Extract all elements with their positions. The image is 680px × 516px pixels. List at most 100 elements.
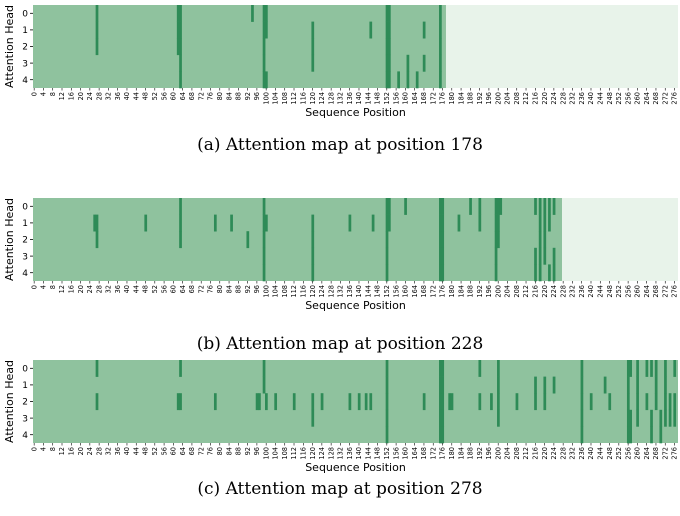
x-tick-label: 192: [476, 285, 484, 298]
heatmap-cell: [404, 198, 407, 215]
x-tick-label: 108: [281, 285, 289, 298]
heatmap-cell: [262, 376, 266, 394]
heatmap-cell: [580, 360, 584, 377]
heatmap-cell: [348, 214, 352, 232]
heatmap-cell: [543, 231, 547, 249]
heatmap-cell: [262, 247, 266, 265]
x-tick-label: 4: [40, 92, 48, 96]
heatmap-cell: [629, 409, 632, 427]
x-tick-label: 180: [448, 447, 456, 460]
x-tick-label: 248: [606, 285, 614, 298]
x-tick-label: 0: [30, 285, 38, 289]
x-tick-label: 36: [114, 92, 122, 100]
heatmap-cell: [385, 360, 389, 377]
x-tick-label: 196: [485, 92, 493, 105]
x-tick-label: 260: [634, 285, 642, 298]
heatmap-cell: [262, 198, 266, 215]
x-tick-label: 148: [374, 92, 382, 105]
heatmap-cell: [450, 393, 454, 411]
heatmap-cell: [439, 214, 442, 232]
x-tick-label: 140: [355, 447, 363, 460]
heatmap-cell: [262, 38, 266, 56]
x-tick-label: 88: [235, 92, 243, 100]
heatmap-cell: [664, 393, 667, 411]
heatmap-cell: [580, 393, 584, 411]
x-tick-label: 200: [494, 92, 502, 105]
x-tick-label: 148: [374, 447, 382, 460]
x-tick-label: 228: [559, 447, 567, 460]
x-tick-label: 64: [179, 285, 187, 293]
x-tick-label: 200: [494, 447, 502, 460]
heatmap-cell: [494, 231, 498, 249]
x-tick-label: 52: [151, 92, 159, 100]
heatmap-cell: [441, 360, 445, 377]
x-tick-label: 116: [299, 285, 307, 298]
heatmap-cell: [654, 376, 658, 394]
heatmap-cell: [580, 376, 584, 394]
heatmap-cell: [95, 21, 99, 39]
heatmap-cell: [415, 71, 419, 89]
x-tick-label: 0: [30, 447, 38, 451]
x-tick-label: 152: [383, 285, 391, 298]
x-tick-label: 248: [606, 447, 614, 460]
x-tick-label: 12: [58, 285, 66, 293]
heatmap-cell: [311, 409, 315, 427]
x-tick-label: 156: [392, 92, 400, 105]
x-tick-label: 168: [420, 92, 428, 105]
x-tick-label: 88: [235, 447, 243, 455]
x-tick-label: 276: [671, 92, 679, 105]
heatmap-cell: [538, 264, 542, 282]
heatmap-cell: [387, 71, 391, 89]
x-tick-label: 76: [207, 92, 215, 100]
x-tick-label: 56: [160, 447, 168, 455]
x-tick-label: 220: [541, 92, 549, 105]
x-tick-label: 136: [346, 447, 354, 460]
heatmap-cell: [515, 393, 519, 411]
heatmap-cell: [543, 376, 547, 394]
x-tick-label: 32: [105, 447, 113, 455]
x-tick-label: 268: [652, 285, 660, 298]
x-tick-label: 28: [95, 92, 103, 100]
x-tick-label: 244: [596, 285, 604, 298]
heatmap-cell: [497, 393, 500, 411]
heatmap-cell: [448, 393, 452, 411]
x-tick-label: 188: [467, 285, 475, 298]
heatmap-cell: [262, 264, 266, 282]
heatmap-cell: [179, 38, 182, 56]
heatmap-cell: [543, 214, 547, 232]
heatmap-cell: [369, 21, 373, 39]
x-tick-label: 160: [402, 447, 410, 460]
x-tick-label: 260: [634, 447, 642, 460]
x-tick-label: 172: [429, 92, 437, 105]
heatmap-cell: [636, 409, 639, 427]
heatmap-cell: [230, 214, 233, 232]
y-tick-label: 1: [22, 381, 28, 391]
x-tick-label: 224: [550, 285, 558, 298]
x-tick-label: 240: [587, 92, 595, 105]
x-tick-label: 92: [244, 92, 252, 100]
heatmap-cell: [387, 21, 391, 39]
heatmap-cell: [179, 54, 182, 72]
x-tick-label: 152: [383, 92, 391, 105]
x-tick-label: 240: [587, 447, 595, 460]
x-tick-label: 144: [364, 285, 372, 298]
x-tick-label: 184: [457, 447, 465, 460]
heatmap-cell: [262, 71, 266, 89]
x-tick-label: 252: [615, 285, 623, 298]
heatmap-cell: [650, 409, 653, 427]
panel-caption: (c) Attention map at position 278: [197, 479, 482, 499]
heatmap-cell: [534, 198, 537, 215]
x-tick-label: 216: [532, 92, 540, 105]
x-tick-label: 68: [188, 447, 196, 455]
x-tick-label: 136: [346, 285, 354, 298]
heatmap-cell: [543, 393, 547, 411]
x-tick-label: 44: [132, 92, 140, 100]
x-tick-label: 72: [197, 447, 205, 455]
x-tick-label: 120: [309, 447, 317, 460]
x-tick-label: 100: [262, 285, 270, 298]
heatmap-cell: [626, 360, 630, 377]
x-tick-label: 96: [253, 285, 261, 293]
x-tick-label: 264: [643, 285, 651, 298]
heatmap-base-region: [33, 360, 678, 443]
heatmap-cell: [262, 54, 266, 72]
